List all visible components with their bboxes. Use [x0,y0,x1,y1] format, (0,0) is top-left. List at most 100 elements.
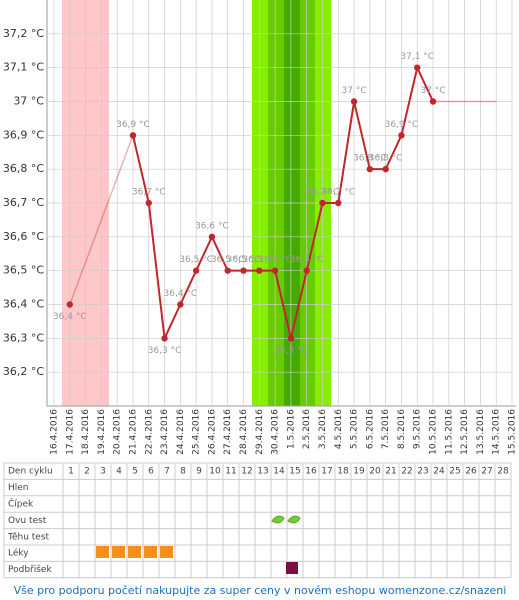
pain-mark [286,562,298,574]
x-tick-label: 10.5.2016 [429,409,439,455]
value-label: 36,9 °C [385,120,419,130]
temperature-point [224,267,231,274]
y-tick-label: 36,5 °C [3,264,44,277]
y-tick-label: 37 °C [13,95,44,108]
day-number: 25 [449,467,460,477]
temperature-point [192,267,200,274]
value-label: 37 °C [420,86,445,96]
temperature-point [398,132,405,139]
x-tick-label: 30.4.2016 [271,409,281,455]
x-tick-label: 1.5.2016 [286,409,296,449]
day-number: 22 [401,467,412,477]
temperature-point [366,165,374,173]
x-tick-label: 16.4.2016 [50,409,60,455]
value-label: 36,4 °C [164,289,198,299]
temperature-point [66,301,73,308]
x-tick-label: 14.5.2016 [492,409,502,455]
value-label: 36,4 °C [53,312,87,322]
temperature-point [319,199,326,207]
day-number: 15 [289,467,300,477]
temperature-point [145,199,152,207]
x-tick-label: 23.4.2016 [160,409,170,455]
x-tick-label: 21.4.2016 [128,409,138,455]
day-number: 21 [385,467,396,477]
x-tick-label: 7.5.2016 [381,409,391,449]
day-number: 28 [497,467,509,477]
row-label: Léky [8,548,29,559]
x-tick-label: 28.4.2016 [239,409,249,455]
value-label: 36,7 °C [321,188,355,198]
value-label: 36,6 °C [195,221,229,231]
x-tick-label: 15.5.2016 [508,409,518,455]
row-label: Těhu test [7,532,50,542]
row-label: Čípek [8,498,34,510]
temperature-point [271,267,279,274]
day-number: 18 [337,467,349,477]
x-tick-label: 22.4.2016 [144,409,154,455]
y-tick-label: 36,8 °C [3,162,44,175]
value-label: 36,5 °C [290,255,324,265]
temperature-point [177,301,184,308]
x-tick-label: 13.5.2016 [476,409,486,455]
day-number: 3 [100,467,106,477]
x-tick-label: 8.5.2016 [397,409,407,449]
y-tick-label: 36,2 °C [3,365,44,378]
day-number: 7 [164,467,170,477]
value-label: 36,5 °C [242,255,276,265]
temperature-point [303,267,310,274]
x-tick-label: 25.4.2016 [192,409,202,455]
day-number: 1 [68,467,74,477]
row-label: Podbřišek [8,564,52,575]
x-tick-label: 18.4.2016 [81,409,91,455]
temperature-point [129,132,137,139]
day-number: 8 [180,467,186,477]
x-tick-label: 26.4.2016 [207,409,217,455]
value-label: 37,1 °C [400,52,434,62]
day-number: 27 [481,467,492,477]
temperature-point [287,335,295,342]
day-number: 6 [148,467,154,477]
day-number: 12 [241,467,252,477]
temperature-point [350,98,358,105]
value-label: 36,5 °C [227,255,261,265]
y-tick-label: 37,2 °C [3,27,44,40]
value-label: 36,5 °C [179,255,213,265]
y-tick-label: 37,1 °C [3,61,44,74]
y-tick-label: 36,6 °C [3,230,44,243]
temperature-point [161,335,168,342]
x-tick-label: 27.4.2016 [223,409,233,455]
temperature-point [429,98,437,105]
x-tick-label: 2.5.2016 [302,409,312,449]
ovu-test-icon [287,515,301,524]
temperature-point [256,267,263,274]
day-number: 10 [209,467,221,477]
gap-connector [69,135,134,305]
y-tick-label: 36,4 °C [3,298,44,311]
day-number: 9 [196,467,202,477]
temperature-point [382,165,389,173]
x-tick-label: 24.4.2016 [176,409,186,455]
medication-marks [96,546,173,558]
day-number: 2 [84,467,90,477]
value-label: 36,8 °C [353,154,387,164]
day-number: 14 [273,467,285,477]
footer-link[interactable]: Vše pro podporu početí nakupujte za supe… [14,584,507,597]
y-tick-label: 36,9 °C [3,128,44,141]
day-number: 20 [369,467,381,477]
x-tick-label: 5.5.2016 [350,409,360,449]
ovu-test-icon [271,515,285,524]
day-number: 26 [465,467,477,477]
x-tick-label: 20.4.2016 [113,409,123,455]
row-label: Ovu test [8,516,47,526]
y-tick-label: 36,3 °C [3,331,44,344]
row-label: Den cyklu [8,467,53,477]
day-number: 23 [417,467,428,477]
x-tick-label: 12.5.2016 [460,409,470,455]
value-label: 37 °C [342,86,367,96]
temperature-point [208,233,216,241]
day-number: 19 [353,467,365,477]
y-tick-label: 36,7 °C [3,196,44,209]
day-number: 11 [225,467,236,477]
row-label: Hlen [8,483,29,493]
